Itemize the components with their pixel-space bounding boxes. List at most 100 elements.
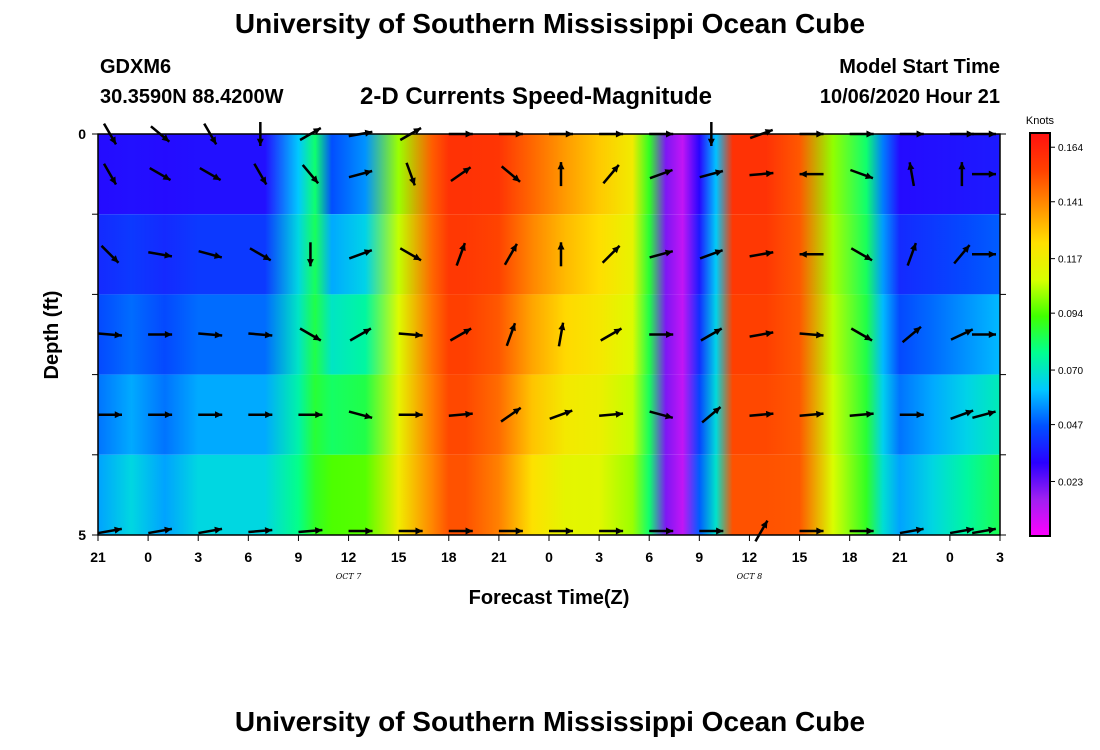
current-vector (749, 330, 774, 338)
x-tick-label: 9 (295, 549, 303, 565)
date-label: OCT 8 (737, 572, 763, 581)
current-vector (699, 169, 724, 179)
model-start-value: 10/06/2020 Hour 21 (819, 86, 1000, 108)
x-tick-label: 3 (595, 549, 603, 565)
colorbar-tick-label: 0.070 (1058, 366, 1083, 377)
date-label: OCT 7 (336, 572, 363, 581)
current-vector (972, 170, 996, 178)
current-vector (97, 331, 123, 339)
current-vector (699, 527, 724, 535)
current-vector (102, 163, 118, 186)
current-vector (198, 249, 223, 259)
current-vector (348, 527, 373, 535)
colorbar-label: Knots (1026, 115, 1055, 127)
current-vector (701, 406, 722, 424)
station-id: GDXM6 (100, 56, 172, 78)
current-vector (149, 167, 172, 182)
x-tick-label: 6 (244, 549, 252, 565)
current-vector (557, 242, 565, 267)
current-vector (500, 165, 521, 183)
x-tick-label: 0 (545, 549, 553, 565)
x-tick-label: 15 (391, 549, 407, 565)
current-vector (448, 410, 473, 418)
current-vector (301, 164, 320, 185)
current-vector (950, 328, 974, 341)
current-vector (749, 170, 774, 178)
current-vector (405, 162, 416, 186)
heat-band (98, 214, 1000, 295)
current-vector (899, 411, 924, 419)
current-vector (198, 411, 223, 419)
current-vector (799, 250, 824, 258)
current-vector (906, 242, 918, 267)
current-vector (199, 167, 222, 182)
x-tick-label: 12 (742, 549, 758, 565)
x-tick-label: 3 (996, 549, 1004, 565)
current-vector (649, 168, 673, 180)
current-vector (700, 327, 723, 342)
current-vector (907, 162, 916, 187)
x-tick-label: 0 (946, 549, 954, 565)
current-vector (148, 411, 173, 419)
current-vector (298, 411, 323, 419)
current-vector (601, 244, 621, 264)
current-vector (649, 410, 674, 420)
current-vector (298, 527, 323, 535)
y-tick-label: 0 (78, 126, 86, 142)
colorbar-tick-label: 0.094 (1058, 309, 1083, 320)
current-vector (253, 163, 268, 186)
heatmap-layer (98, 134, 1000, 535)
current-vector (306, 242, 314, 267)
current-vector (600, 327, 623, 342)
current-vector (799, 527, 824, 535)
colorbar-tick-label: 0.164 (1058, 143, 1083, 154)
colorbar-scale (1029, 132, 1051, 537)
x-axis-label: Forecast Time(Z) (469, 587, 630, 609)
colorbar-tick-label: 0.047 (1058, 421, 1083, 432)
current-vector (450, 166, 472, 183)
x-tick-label: 21 (90, 549, 106, 565)
current-vector (503, 243, 518, 266)
current-vector (348, 410, 373, 420)
current-vector (850, 327, 873, 342)
current-vector (799, 331, 824, 339)
current-vector (649, 527, 674, 535)
x-tick-label: 3 (194, 549, 202, 565)
current-vector (972, 331, 996, 338)
x-tick-label: 15 (792, 549, 808, 565)
current-vector (498, 527, 523, 535)
heat-band (98, 134, 1000, 215)
current-vector (248, 331, 273, 339)
x-tick-label: 0 (144, 549, 152, 565)
current-vector (850, 247, 873, 262)
current-vector (299, 327, 322, 342)
current-vector (749, 410, 774, 418)
colorbar: Knots 0.164 0.141 0.117 0.094 0.070 0.047 0.02… (1026, 115, 1083, 537)
current-vector (953, 244, 971, 265)
current-vector (602, 164, 620, 185)
current-vector (971, 526, 997, 535)
current-vector (100, 244, 120, 264)
y-tick-label: 5 (78, 527, 86, 543)
current-vector (148, 331, 173, 338)
current-vector (455, 242, 467, 267)
current-vector (449, 327, 472, 342)
chart-title: 2-D Currents Speed-Magnitude (360, 83, 713, 110)
current-vector (972, 410, 996, 420)
x-tick-label: 21 (892, 549, 908, 565)
current-vector (448, 527, 473, 535)
current-vector (97, 526, 123, 535)
current-vector (599, 527, 624, 535)
current-vector (901, 325, 922, 344)
current-vector (599, 410, 624, 418)
current-vector (899, 526, 924, 535)
current-vector (754, 519, 769, 543)
current-vector (148, 526, 173, 535)
current-vector (348, 169, 373, 179)
vector-layer (97, 122, 997, 543)
current-vector (557, 162, 565, 187)
colorbar-tick-label: 0.117 (1058, 255, 1083, 266)
colorbar-tick-label: 0.023 (1058, 477, 1083, 488)
current-vector (950, 409, 974, 420)
current-vector (958, 162, 966, 187)
